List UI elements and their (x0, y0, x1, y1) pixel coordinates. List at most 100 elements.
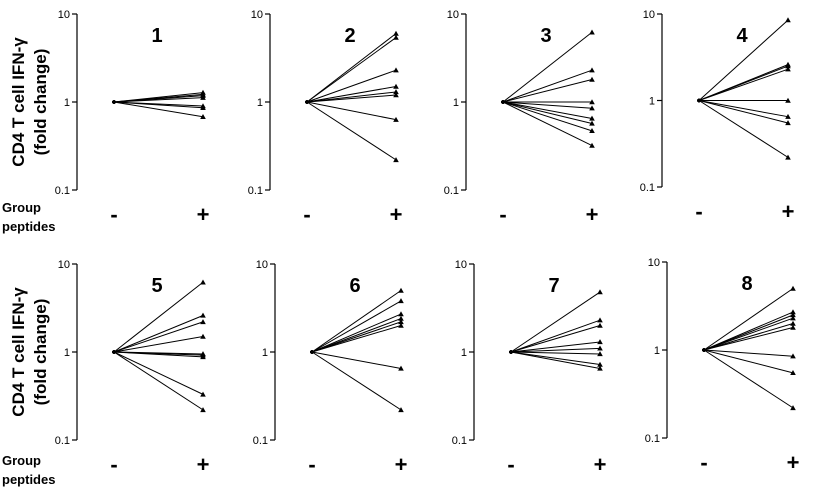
series-line-3 (502, 79, 593, 103)
data-point-plus (589, 99, 595, 105)
y-tick-label: 0.1 (444, 185, 459, 197)
x-category-plus: + (594, 452, 607, 477)
series-line-8 (510, 351, 601, 369)
data-point-plus (589, 76, 595, 82)
x-category-minus: - (110, 202, 117, 227)
x-category-plus: + (395, 452, 408, 477)
series-line-8 (311, 351, 402, 411)
data-point-plus (785, 120, 791, 126)
data-point-plus (200, 312, 206, 318)
series-line-4 (698, 68, 789, 101)
panel-title: 5 (151, 275, 162, 297)
x-category-minus: - (499, 202, 506, 227)
data-point-plus (393, 67, 399, 73)
x-category-minus: - (700, 450, 707, 475)
series-line-7 (113, 351, 204, 358)
data-point-plus (398, 407, 404, 413)
y-tick-label: 1 (64, 347, 70, 359)
data-point-plus (597, 361, 603, 367)
series-line-2 (306, 37, 397, 103)
series-line-6 (502, 101, 593, 119)
panel-1: 0.1 1 10 1 - + (55, 9, 210, 227)
data-point-plus (589, 120, 595, 126)
data-point-plus (200, 319, 206, 325)
x-category-plus: + (586, 202, 599, 227)
data-point-plus (393, 89, 399, 95)
x-category-plus: + (390, 202, 403, 227)
series-line-2 (502, 69, 593, 103)
data-point-plus (200, 391, 206, 397)
x-category-plus: + (197, 452, 210, 477)
series-line-5 (306, 91, 397, 103)
series-line-1 (306, 33, 397, 103)
x-category-plus: + (782, 199, 795, 224)
series-line-4 (510, 341, 601, 353)
data-point-plus (790, 405, 796, 411)
data-point-plus (589, 67, 595, 73)
y-tick-label: 1 (649, 96, 655, 108)
data-point-plus (597, 317, 603, 323)
data-point-plus (785, 154, 791, 160)
series-line-2 (510, 319, 601, 353)
data-point-plus (393, 30, 399, 36)
series-line-1 (703, 288, 794, 351)
data-point-plus (589, 142, 595, 148)
data-point-plus (398, 298, 404, 304)
y-tick-label: 0.1 (645, 433, 660, 445)
data-point-minus (702, 348, 706, 352)
data-point-plus (393, 83, 399, 89)
group-label-top-line1: Group (2, 200, 41, 215)
data-point-plus (200, 94, 206, 100)
series-line-5 (703, 323, 794, 351)
data-point-plus (597, 322, 603, 328)
series-line-6 (698, 100, 789, 118)
data-point-plus (597, 365, 603, 371)
y-axis-label-bottom-line2: (fold change) (31, 299, 50, 406)
data-point-plus (790, 324, 796, 330)
data-point-plus (790, 315, 796, 321)
y-tick-label: 1 (257, 97, 263, 109)
series-line-1 (510, 291, 601, 353)
series-line-6 (113, 101, 204, 109)
x-category-plus: + (787, 450, 800, 475)
data-point-minus (310, 350, 314, 354)
y-tick-label: 1 (64, 97, 70, 109)
series-line-7 (703, 349, 794, 357)
group-label-bottom-line2: peptides (2, 472, 55, 487)
series-line-7 (306, 101, 397, 121)
data-point-plus (393, 92, 399, 98)
panel-title: 6 (349, 275, 360, 297)
data-point-plus (589, 29, 595, 35)
data-point-plus (785, 66, 791, 72)
series-line-5 (510, 347, 601, 353)
series-line-5 (311, 321, 402, 353)
series-line-8 (113, 351, 204, 395)
panel-5: 0.1 1 10 5 - + (55, 259, 210, 477)
series-line-3 (113, 321, 204, 353)
series-line-3 (510, 325, 601, 353)
series-line-3 (311, 313, 402, 353)
y-tick-label: 10 (447, 9, 459, 21)
data-point-plus (597, 345, 603, 351)
data-point-plus (589, 115, 595, 121)
x-category-minus: - (308, 452, 315, 477)
x-category-minus: - (507, 452, 514, 477)
data-point-plus (790, 370, 796, 376)
panel-4: 0.1 1 10 4 - + (640, 9, 795, 224)
y-tick-label: 1 (453, 97, 459, 109)
panel-6: 0.1 1 10 6 - + (253, 259, 408, 477)
data-point-plus (398, 319, 404, 325)
x-category-minus: - (303, 202, 310, 227)
data-point-plus (589, 128, 595, 134)
data-point-plus (200, 354, 206, 360)
series-line-7 (698, 100, 789, 124)
y-tick-label: 1 (461, 347, 467, 359)
data-point-plus (790, 309, 796, 315)
y-tick-label: 10 (251, 9, 263, 21)
data-point-minus (697, 98, 701, 103)
y-tick-label: 10 (58, 9, 70, 21)
data-point-plus (589, 105, 595, 111)
panel-title: 8 (741, 273, 752, 295)
panel-title: 4 (736, 25, 748, 47)
series-line-8 (698, 100, 789, 158)
